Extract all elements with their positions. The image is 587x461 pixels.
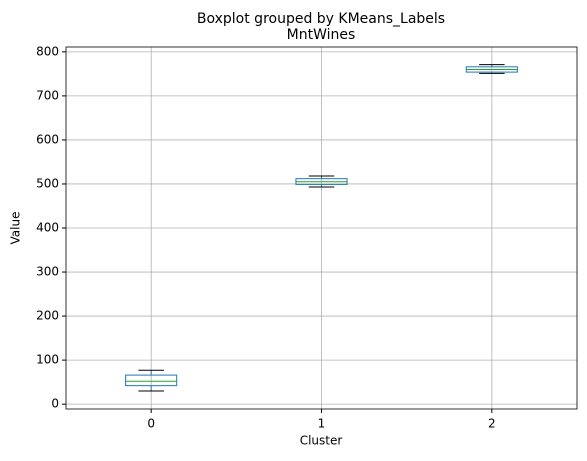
x-tick-label: 2	[488, 417, 496, 431]
x-tick-label: 0	[147, 417, 155, 431]
y-tick-label: 500	[36, 176, 59, 190]
y-tick-label: 600	[36, 132, 59, 146]
chart-title: MntWines	[287, 27, 356, 43]
y-tick-label: 0	[51, 397, 59, 411]
y-tick-label: 100	[36, 353, 59, 367]
y-tick-label: 800	[36, 44, 59, 58]
suptitle: Boxplot grouped by KMeans_Labels	[197, 11, 445, 27]
x-tick-label: 1	[318, 417, 326, 431]
y-tick-label: 700	[36, 88, 59, 102]
y-axis-label: Value	[9, 212, 23, 245]
box	[125, 374, 178, 387]
y-tick-label: 200	[36, 309, 59, 323]
y-tick-label: 300	[36, 265, 59, 279]
plot-frame	[65, 46, 578, 410]
y-tick-label: 400	[36, 221, 59, 235]
x-axis-label: Cluster	[300, 434, 343, 448]
